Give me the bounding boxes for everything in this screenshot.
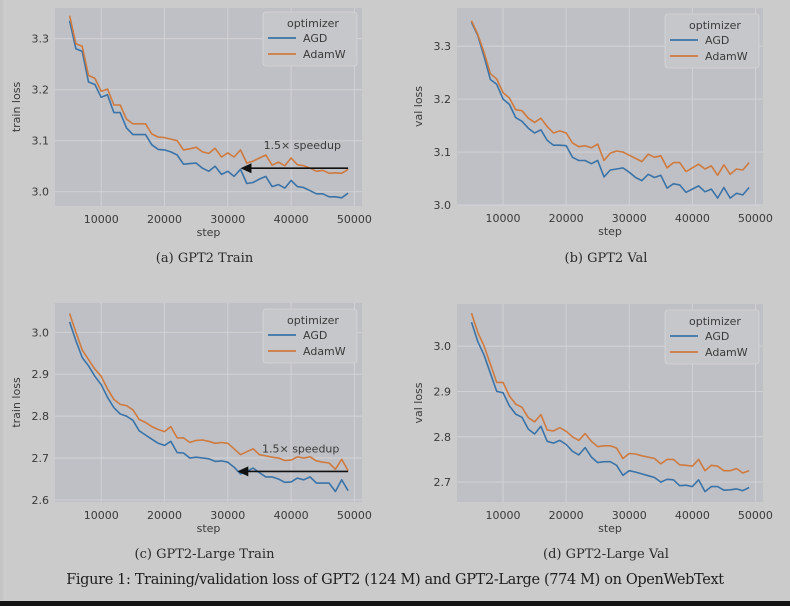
series-line-agd bbox=[68, 321, 349, 493]
legend-label-agd: AGD bbox=[303, 32, 327, 45]
x-tick-label: 40000 bbox=[274, 213, 309, 226]
chart-panel-b: 10000 20000 30000 40000 50000 3.0 3.1 3.2 3.3 ste… bbox=[412, 8, 773, 266]
x-tick-label: 40000 bbox=[675, 212, 710, 225]
legend-box bbox=[262, 308, 358, 364]
series-line-agd bbox=[470, 321, 750, 493]
series-line-agd bbox=[470, 21, 750, 199]
legend-label-adamw: AdamW bbox=[303, 345, 346, 358]
y-tick-label: 3.2 bbox=[434, 93, 452, 106]
x-tick-label: 20000 bbox=[549, 212, 584, 225]
y-tick-label: 3.1 bbox=[434, 146, 452, 159]
x-tick-label: 50000 bbox=[337, 509, 372, 522]
speedup-arrow-head-icon bbox=[240, 163, 252, 174]
legend: optimizer AGD AdamW bbox=[262, 308, 358, 364]
x-tick-label: 10000 bbox=[84, 509, 119, 522]
chart-panel-a: 10000 20000 30000 40000 50000 3.0 3.1 3.2 3.3 ste… bbox=[10, 8, 372, 266]
x-tick-label: 50000 bbox=[337, 213, 372, 226]
y-tick-label: 3.0 bbox=[32, 186, 50, 199]
y-tick-label: 2.7 bbox=[434, 476, 452, 489]
legend-label-adamw: AdamW bbox=[705, 50, 748, 63]
x-tick-label: 10000 bbox=[84, 213, 119, 226]
legend: optimizer AGD AdamW bbox=[664, 309, 760, 365]
x-tick-label: 40000 bbox=[274, 509, 309, 522]
y-tick-label: 2.8 bbox=[434, 431, 452, 444]
figure-caption: Figure 1: Training/validation loss of GP… bbox=[66, 572, 724, 588]
x-axis-label: step bbox=[197, 226, 221, 239]
y-tick-label: 3.3 bbox=[434, 40, 452, 53]
x-tick-label: 30000 bbox=[612, 212, 647, 225]
x-tick-label: 30000 bbox=[210, 509, 245, 522]
x-tick-label: 20000 bbox=[147, 213, 182, 226]
speedup-annotation: 1.5× speedup bbox=[264, 139, 341, 152]
x-tick-label: 10000 bbox=[486, 212, 521, 225]
x-tick-label: 50000 bbox=[738, 212, 773, 225]
series-line-adamw bbox=[470, 20, 750, 177]
x-tick-label: 40000 bbox=[675, 509, 710, 522]
y-axis-label: train loss bbox=[10, 82, 23, 133]
y-tick-label: 3.2 bbox=[32, 84, 50, 97]
y-tick-label: 2.6 bbox=[32, 494, 50, 507]
speedup-arrow-head-icon bbox=[237, 466, 249, 477]
subfigure-caption: (b) GPT2 Val bbox=[565, 251, 648, 266]
y-axis-label: val loss bbox=[412, 382, 425, 423]
legend-title: optimizer bbox=[287, 17, 339, 30]
legend: optimizer AGD AdamW bbox=[262, 11, 358, 67]
y-tick-label: 2.7 bbox=[32, 452, 50, 465]
subfigure-caption: (d) GPT2-Large Val bbox=[543, 547, 669, 562]
legend-label-adamw: AdamW bbox=[303, 48, 346, 61]
legend-label-agd: AGD bbox=[705, 330, 729, 343]
legend-label-agd: AGD bbox=[705, 34, 729, 47]
y-tick-label: 2.8 bbox=[32, 410, 50, 423]
x-axis-label: step bbox=[598, 225, 622, 238]
y-tick-label: 3.0 bbox=[32, 326, 50, 339]
subfigure-caption: (c) GPT2-Large Train bbox=[135, 547, 276, 562]
y-axis-label: val loss bbox=[412, 86, 425, 127]
series-line-adamw bbox=[68, 313, 349, 471]
legend-box bbox=[262, 11, 358, 67]
x-tick-label: 30000 bbox=[612, 509, 647, 522]
y-tick-label: 3.1 bbox=[32, 135, 50, 148]
series-line-adamw bbox=[68, 15, 349, 175]
series-line-adamw bbox=[470, 312, 750, 474]
y-tick-label: 3.3 bbox=[32, 33, 50, 46]
chart-panel-c: 10000 20000 30000 40000 50000 2.6 2.7 2.8 2.9 3.0… bbox=[10, 303, 372, 562]
x-tick-label: 30000 bbox=[210, 213, 245, 226]
legend-box bbox=[664, 13, 760, 69]
x-tick-label: 10000 bbox=[486, 509, 521, 522]
legend: optimizer AGD AdamW bbox=[664, 13, 760, 69]
y-tick-label: 2.9 bbox=[434, 385, 452, 398]
figure-panels: 10000 20000 30000 40000 50000 3.0 3.1 3.2 3.3 ste… bbox=[10, 8, 773, 562]
subfigure-caption: (a) GPT2 Train bbox=[156, 251, 254, 266]
legend-title: optimizer bbox=[689, 19, 741, 32]
legend-label-adamw: AdamW bbox=[705, 346, 748, 359]
x-axis-label: step bbox=[598, 522, 622, 535]
y-tick-label: 3.0 bbox=[434, 340, 452, 353]
y-tick-label: 2.9 bbox=[32, 368, 50, 381]
x-axis-label: step bbox=[197, 522, 221, 535]
bottom-border bbox=[0, 601, 790, 606]
y-tick-label: 3.0 bbox=[434, 199, 452, 212]
series-line-agd bbox=[68, 20, 349, 199]
page-left-edge bbox=[0, 0, 3, 600]
legend-title: optimizer bbox=[689, 315, 741, 328]
legend-title: optimizer bbox=[287, 314, 339, 327]
chart-panel-d: 10000 20000 30000 40000 50000 2.7 2.8 2.9 3.0 ste… bbox=[412, 304, 773, 562]
legend-label-agd: AGD bbox=[303, 329, 327, 342]
speedup-annotation: 1.5× speedup bbox=[262, 442, 339, 455]
x-tick-label: 20000 bbox=[147, 509, 182, 522]
legend-box bbox=[664, 309, 760, 365]
x-tick-label: 50000 bbox=[738, 509, 773, 522]
x-tick-label: 20000 bbox=[549, 509, 584, 522]
y-axis-label: train loss bbox=[10, 377, 23, 428]
